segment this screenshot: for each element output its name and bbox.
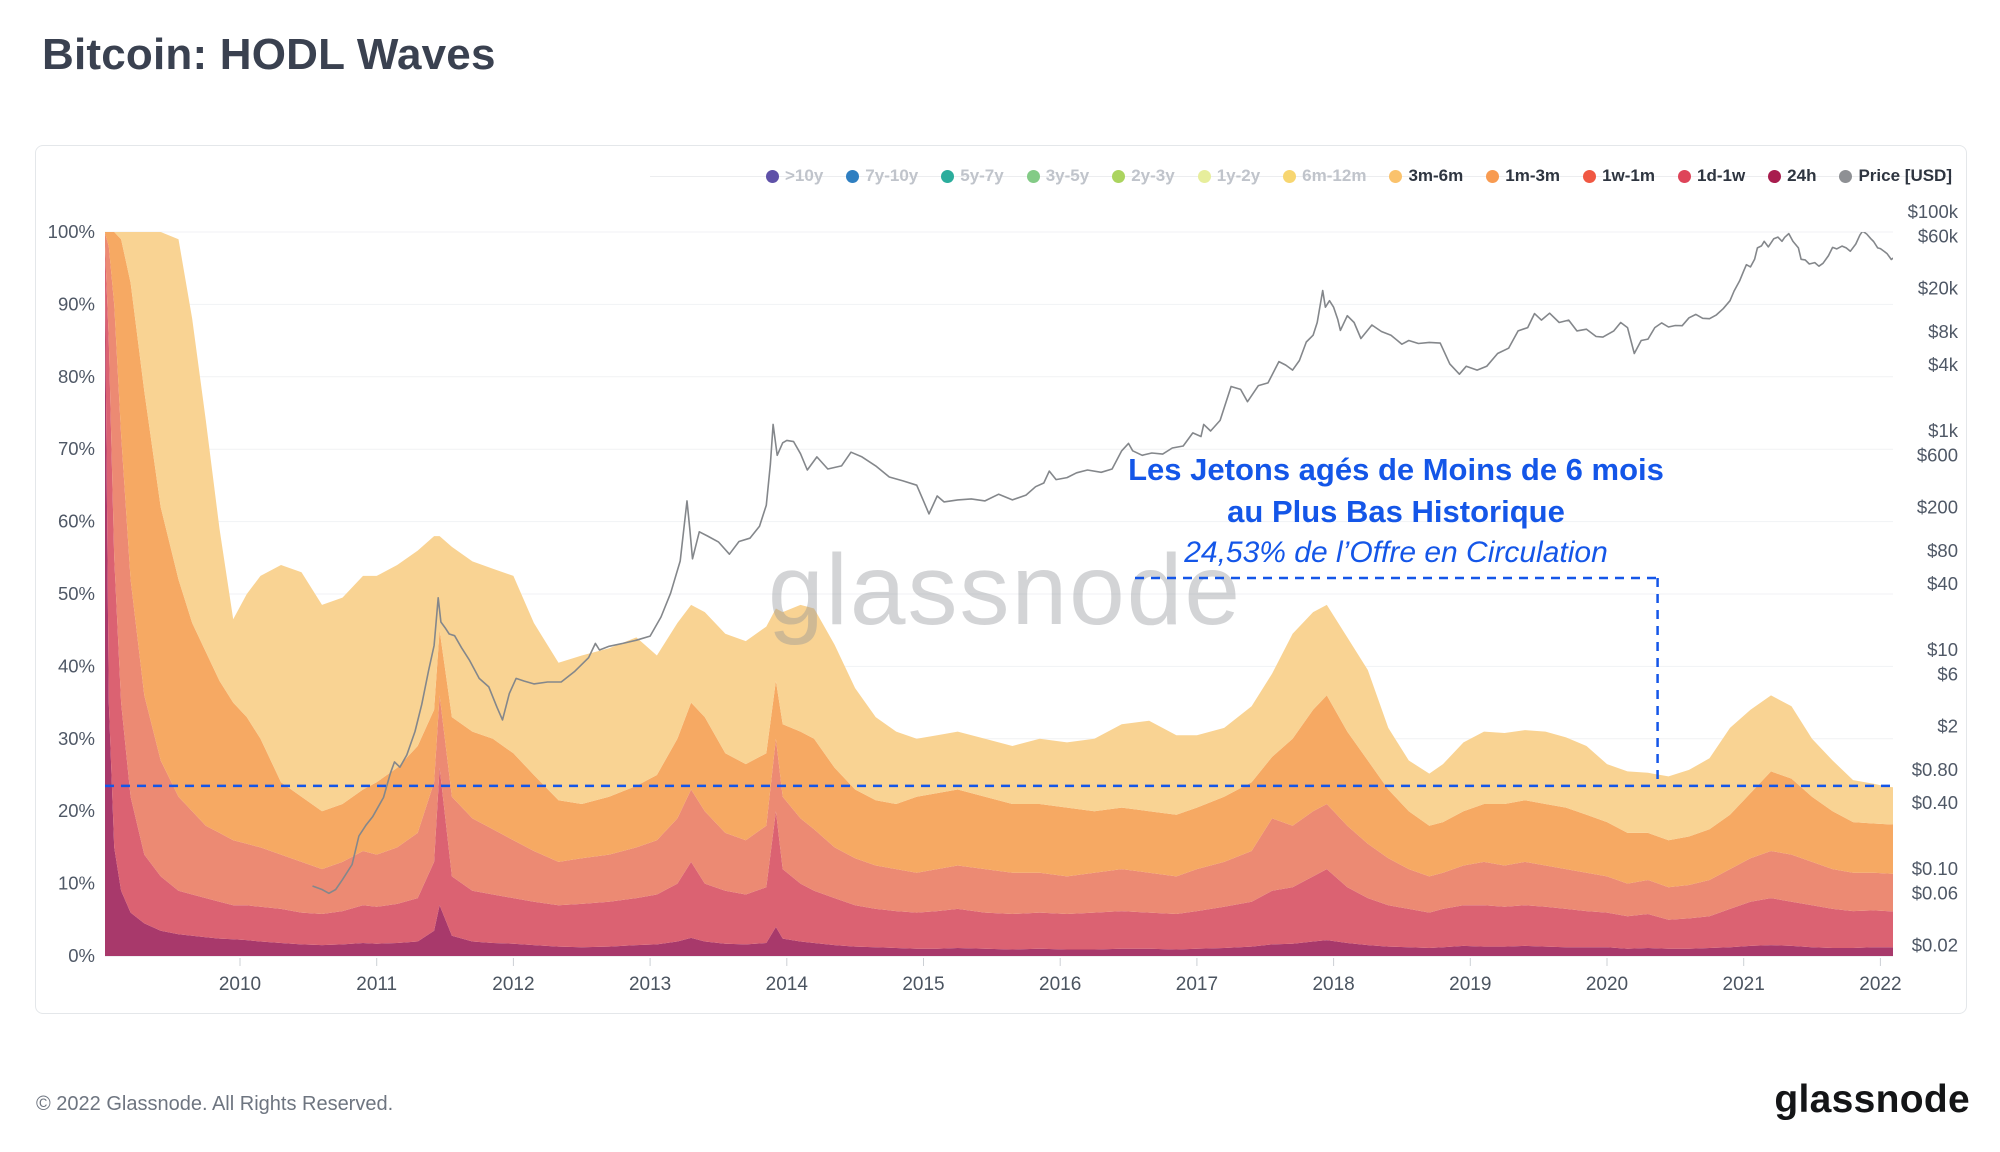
y-left-tick-label: 0%: [68, 945, 95, 966]
y-right-tick-label: $0.06: [1912, 882, 1958, 903]
chart-legend: >10y 7y-10y 5y-7y 3y-5y 2y-3y 1y-2y 6m-12m 3m-6…: [766, 166, 1952, 186]
legend-item-label: 1w-1m: [1602, 166, 1655, 185]
legend-item-label: 2y-3y: [1131, 166, 1175, 185]
y-right-tick-label: $4k: [1928, 354, 1959, 375]
x-tick-label: 2015: [902, 974, 944, 995]
legend-item-7y-10y[interactable]: 7y-10y: [846, 166, 918, 186]
legend-item-label: 6m-12m: [1302, 166, 1367, 185]
y-right-tick-label: $8k: [1928, 321, 1959, 342]
y-right-tick-label: $200: [1917, 497, 1958, 518]
legend-item-label: 5y-7y: [960, 166, 1004, 185]
y-right-tick-label: $10: [1927, 639, 1958, 660]
glassnode-logo: glassnode: [1774, 1078, 1970, 1121]
page-title: Bitcoin: HODL Waves: [42, 30, 496, 79]
legend-dot: [1768, 169, 1782, 183]
legend-item-label: 3m-6m: [1408, 166, 1464, 185]
legend-item-1w-1m[interactable]: 1w-1m: [1583, 166, 1655, 186]
x-tick-label: 2018: [1312, 974, 1354, 995]
legend-dot: [1677, 169, 1691, 183]
y-left-tick-label: 100%: [48, 221, 95, 242]
legend-item-label: 1m-3m: [1505, 166, 1561, 185]
legend-item-label: Price [USD]: [1858, 166, 1952, 185]
x-tick-label: 2022: [1859, 974, 1901, 995]
y-right-tick-label: $2: [1937, 716, 1958, 737]
legend-item-label: 1d-1w: [1696, 166, 1746, 185]
y-right-tick-label: $100k: [1908, 201, 1959, 222]
legend-item-label: 3y-5y: [1045, 166, 1090, 185]
legend-item-2y-3y[interactable]: 2y-3y: [1112, 166, 1175, 186]
legend-dot: [1197, 169, 1211, 183]
y-right-tick-label: $0.40: [1912, 792, 1958, 813]
y-left-tick-label: 50%: [58, 583, 95, 604]
legend-item-label: 7y-10y: [865, 166, 919, 185]
legend-dot: [1112, 169, 1126, 183]
legend-divider-line: [650, 176, 1952, 177]
y-left-tick-label: 60%: [58, 511, 95, 532]
legend-item-1m-3m[interactable]: 1m-3m: [1486, 166, 1560, 186]
y-right-tick-label: $40: [1927, 573, 1958, 594]
y-left-tick-label: 20%: [58, 800, 95, 821]
legend-dot: [1389, 169, 1403, 183]
area-band-1m-3m: [105, 232, 1893, 888]
y-left-tick-label: 90%: [58, 293, 95, 314]
x-tick-label: 2016: [1039, 974, 1081, 995]
y-left-tick-label: 80%: [58, 366, 95, 387]
legend-item-1d-1w[interactable]: 1d-1w: [1677, 166, 1746, 186]
legend-item--10y[interactable]: >10y: [766, 166, 823, 186]
legend-dot: [1839, 169, 1853, 183]
legend-item-5y-7y[interactable]: 5y-7y: [941, 166, 1004, 186]
legend-dot: [1583, 169, 1597, 183]
y-right-tick-label: $20k: [1918, 278, 1959, 299]
legend-item-24h[interactable]: 24h: [1768, 166, 1816, 186]
y-right-tick-label: $60k: [1918, 225, 1959, 246]
legend-dot: [766, 169, 779, 183]
legend-item-label: >10y: [785, 166, 824, 185]
legend-dot: [1283, 169, 1297, 183]
legend-item-3y-5y[interactable]: 3y-5y: [1026, 166, 1090, 186]
legend-item-1y-2y[interactable]: 1y-2y: [1197, 166, 1261, 186]
y-left-tick-label: 40%: [58, 655, 95, 676]
y-right-tick-label: $0.02: [1912, 935, 1958, 956]
x-tick-label: 2019: [1449, 974, 1491, 995]
x-tick-label: 2017: [1176, 974, 1218, 995]
x-tick-label: 2011: [356, 974, 397, 995]
x-tick-label: 2010: [219, 974, 261, 995]
x-tick-label: 2012: [492, 974, 534, 995]
legend-item-price-usd-[interactable]: Price [USD]: [1839, 166, 1952, 186]
x-tick-label: 2014: [766, 974, 809, 995]
x-tick-label: 2013: [629, 974, 671, 995]
legend-item-3m-6m[interactable]: 3m-6m: [1389, 166, 1463, 186]
y-right-tick-label: $80: [1927, 540, 1958, 561]
legend-dot: [1026, 169, 1040, 183]
footer-copyright: © 2022 Glassnode. All Rights Reserved.: [36, 1093, 394, 1115]
y-right-tick-label: $0.10: [1912, 858, 1958, 879]
legend-dot: [941, 169, 955, 183]
x-tick-label: 2021: [1723, 974, 1765, 995]
y-left-tick-label: 10%: [58, 873, 95, 894]
x-tick-label: 2020: [1586, 974, 1628, 995]
y-right-tick-label: $0.80: [1912, 759, 1958, 780]
y-right-tick-label: $1k: [1928, 420, 1959, 441]
price-line: [312, 232, 1893, 895]
legend-item-label: 24h: [1787, 166, 1817, 185]
y-right-tick-label: $600: [1917, 444, 1958, 465]
legend-dot: [1486, 169, 1500, 183]
watermark-glassnode: glassnode: [768, 534, 1242, 646]
legend-dot: [846, 169, 860, 183]
area-band-3m-6m: [105, 232, 1893, 841]
y-right-tick-label: $6: [1937, 663, 1958, 684]
legend-item-label: 1y-2y: [1216, 166, 1261, 185]
y-left-tick-label: 30%: [58, 728, 95, 749]
y-left-tick-label: 70%: [58, 438, 95, 459]
legend-item-6m-12m[interactable]: 6m-12m: [1283, 166, 1366, 186]
